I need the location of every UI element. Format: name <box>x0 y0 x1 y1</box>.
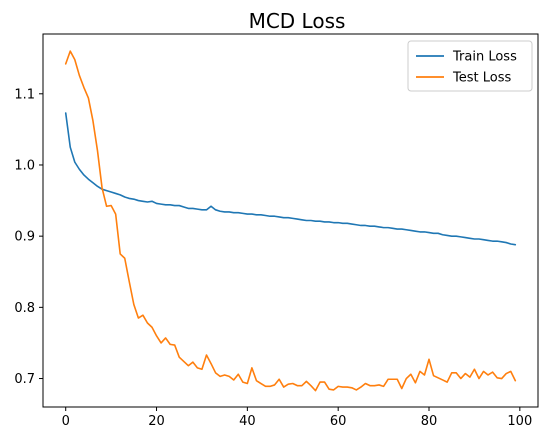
x-tick-label: 0 <box>62 414 70 429</box>
chart-title: MCD Loss <box>249 9 346 33</box>
y-tick-label: 0.9 <box>14 230 35 245</box>
x-tick-label: 40 <box>239 414 256 429</box>
legend-box <box>407 40 533 92</box>
y-tick-label: 0.7 <box>14 372 35 387</box>
y-tick-label: 0.8 <box>14 301 35 316</box>
legend-label: Test Loss <box>452 71 511 86</box>
plot-area: 0 20 40 60 80 100 0.7 0.8 0.9 1.0 1.1 <box>14 33 539 429</box>
y-tick-label: 1.1 <box>14 87 35 102</box>
x-tick-label: 20 <box>148 414 165 429</box>
legend-label: Train Loss <box>452 50 517 65</box>
axes-frame <box>42 33 539 408</box>
y-tick-label: 1.0 <box>14 158 35 173</box>
series-line-train-loss <box>64 112 517 246</box>
series-line-test-loss <box>64 50 517 392</box>
x-tick-label: 100 <box>507 414 532 429</box>
x-tick-label: 60 <box>330 414 347 429</box>
x-tick-label: 80 <box>421 414 438 429</box>
legend: Train Loss Test Loss <box>407 40 533 92</box>
